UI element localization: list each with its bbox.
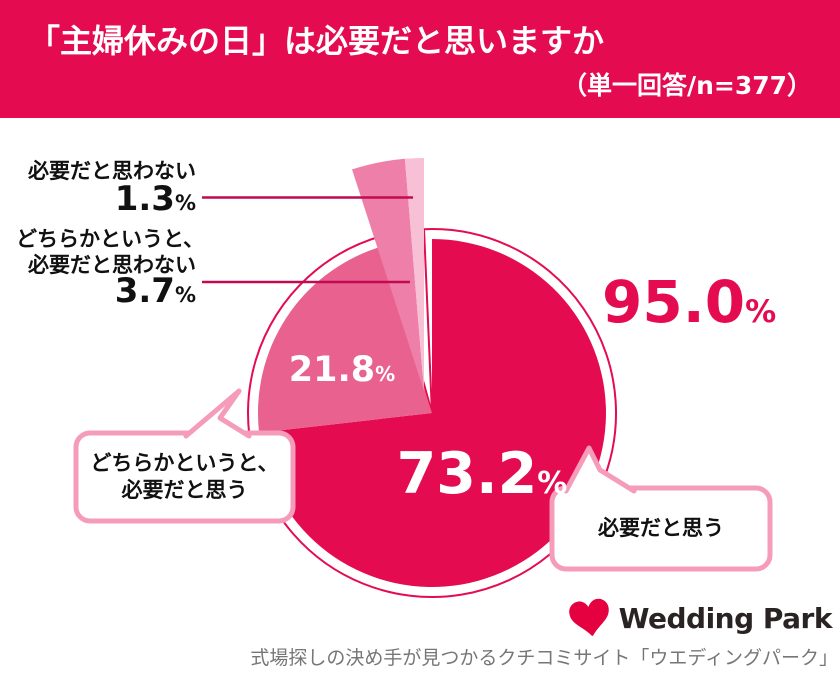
label-somewhat-unnecessary-line1: どちらかというと、: [16, 227, 205, 251]
pie-slice-somewhat-unnecessary: [352, 158, 424, 391]
value-unnecessary: 1.3%: [114, 179, 196, 219]
callout-tail-necessary: [563, 445, 637, 494]
pie-slice-unnecessary: [404, 158, 424, 391]
pie-slice-somewhat-necessary: [257, 247, 432, 433]
label-unnecessary: 必要だと思わない: [28, 159, 196, 183]
value-necessary: 73.2%: [396, 441, 568, 507]
wedding-park-logo: Wedding Park: [568, 598, 833, 637]
logo-text: Wedding Park: [618, 601, 833, 635]
label-somewhat-unnecessary-line2: 必要だと思わない: [28, 253, 196, 277]
callout-label-somewhat-necessary: どちらかというと、 必要だと思う: [90, 451, 279, 502]
header-banner: 「主婦休みの日」は必要だと思いますか （単一回答/n=377）: [0, 0, 840, 118]
callout-box-necessary: [549, 485, 773, 572]
sample-size-note: （単一回答/n=377）: [561, 71, 812, 100]
callout-label-necessary: 必要だと思う: [598, 516, 724, 540]
callout-tail-somewhat-necessary: [183, 388, 252, 439]
page-title: 「主婦休みの日」は必要だと思いますか: [28, 22, 605, 60]
value-somewhat-unnecessary: 3.7%: [114, 271, 196, 311]
callout-box-somewhat-necessary: [73, 430, 296, 524]
footer-caption: 式場探しの決め手が見つかるクチコミサイト「ウエディングパーク」: [250, 647, 838, 669]
side-label-group: 必要だと思わない 1.3% どちらかというと、 必要だと思わない 3.7%: [16, 158, 205, 311]
value-total-positive: 95.0%: [602, 268, 777, 336]
value-somewhat-necessary: 21.8%: [288, 350, 396, 390]
pie-slice-necessary: [259, 239, 606, 587]
heart-icon: [568, 598, 609, 637]
